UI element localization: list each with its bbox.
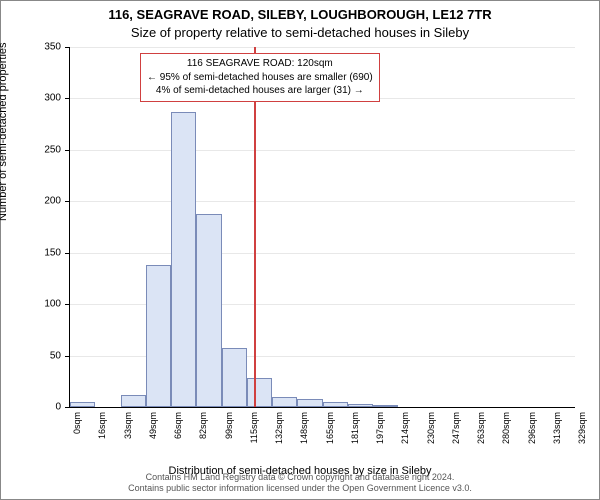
x-tick-label: 148sqm xyxy=(299,412,309,444)
histogram-bar xyxy=(272,397,297,407)
x-tick-label: 197sqm xyxy=(375,412,385,444)
histogram-bar xyxy=(70,402,95,407)
y-tick-label: 150 xyxy=(44,247,61,258)
footer-attribution: Contains HM Land Registry data © Crown c… xyxy=(1,472,599,494)
histogram-bar xyxy=(222,348,247,407)
x-tick-label: 165sqm xyxy=(325,412,335,444)
x-tick-label: 296sqm xyxy=(527,412,537,444)
x-tick-label: 230sqm xyxy=(426,412,436,444)
x-tick-label: 99sqm xyxy=(224,412,234,439)
info-box-line2: ← 95% of semi-detached houses are smalle… xyxy=(147,71,373,85)
x-tick-label: 66sqm xyxy=(173,412,183,439)
x-tick-label: 82sqm xyxy=(198,412,208,439)
histogram-bar xyxy=(171,112,196,407)
x-tick-label: 115sqm xyxy=(249,412,259,443)
chart-title-address: 116, SEAGRAVE ROAD, SILEBY, LOUGHBOROUGH… xyxy=(1,7,599,22)
x-tick-label: 263sqm xyxy=(476,412,486,444)
info-box: 116 SEAGRAVE ROAD: 120sqm ← 95% of semi-… xyxy=(140,53,380,102)
x-tick-label: 33sqm xyxy=(123,412,133,439)
y-tick-label: 0 xyxy=(55,402,61,413)
histogram-bar xyxy=(196,214,221,407)
y-axis-label: Number of semi-detached properties xyxy=(0,42,9,221)
chart-container: 116, SEAGRAVE ROAD, SILEBY, LOUGHBOROUGH… xyxy=(0,0,600,500)
info-box-line3: 4% of semi-detached houses are larger (3… xyxy=(147,84,373,98)
histogram-bar xyxy=(348,404,373,407)
x-tick-label: 329sqm xyxy=(577,412,587,444)
y-tick-label: 250 xyxy=(44,144,61,155)
histogram-bar xyxy=(373,405,398,407)
x-tick-label: 16sqm xyxy=(97,412,107,439)
x-tick-label: 132sqm xyxy=(274,412,284,444)
x-tick-label: 49sqm xyxy=(148,412,158,439)
y-tick-label: 350 xyxy=(44,42,61,53)
histogram-bar xyxy=(121,395,146,407)
plot-area: 116 SEAGRAVE ROAD: 120sqm ← 95% of semi-… xyxy=(69,47,575,408)
x-tick-label: 214sqm xyxy=(400,412,410,444)
y-tick-label: 300 xyxy=(44,93,61,104)
x-tick-label: 280sqm xyxy=(501,412,511,444)
y-tick-label: 100 xyxy=(44,299,61,310)
y-tick-label: 50 xyxy=(50,350,61,361)
chart-title-description: Size of property relative to semi-detach… xyxy=(1,25,599,40)
x-tick-label: 181sqm xyxy=(350,412,360,444)
x-tick-label: 247sqm xyxy=(451,412,461,444)
histogram-bar xyxy=(323,402,348,407)
info-box-line1: 116 SEAGRAVE ROAD: 120sqm xyxy=(147,57,373,71)
histogram-bar xyxy=(146,265,171,407)
y-tick-label: 200 xyxy=(44,196,61,207)
x-tick-label: 313sqm xyxy=(552,412,562,444)
histogram-bar xyxy=(297,399,322,407)
x-tick-label: 0sqm xyxy=(72,412,82,434)
histogram-bar xyxy=(247,378,272,407)
